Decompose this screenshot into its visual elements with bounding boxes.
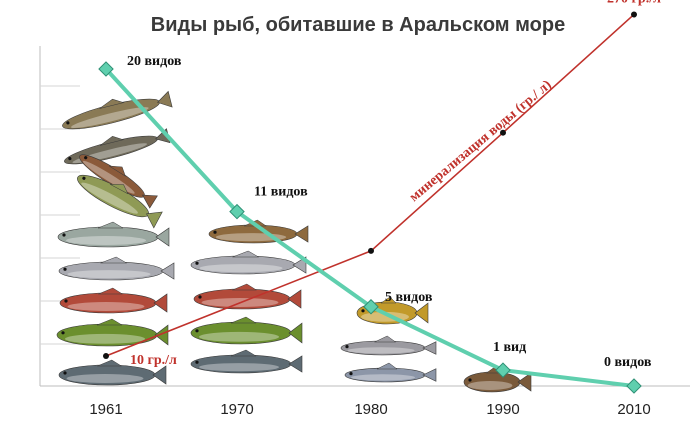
mineralization-marker — [631, 11, 637, 18]
catfish-icon — [79, 154, 158, 209]
x-tick-label: 1980 — [354, 401, 387, 418]
perch-icon — [58, 359, 167, 386]
chart-title: Виды рыб, обитавшие в Аральском море — [151, 14, 565, 36]
zander-icon — [340, 335, 437, 356]
roach-icon — [190, 250, 307, 275]
series-lines — [104, 13, 635, 388]
whitefish-icon — [57, 221, 170, 248]
species-data-label: 1 вид — [493, 340, 526, 355]
mineralization-marker — [500, 129, 506, 136]
x-tick-label: 2010 — [617, 401, 650, 418]
bream-icon — [56, 318, 169, 347]
species-marker — [363, 298, 379, 315]
x-tick-label: 1961 — [89, 401, 122, 418]
species-data-label: 0 видов — [604, 355, 652, 370]
species-marker — [495, 362, 511, 378]
x-tick-label: 1990 — [486, 401, 519, 418]
mineralization-data-label: 270 гр./л — [607, 0, 661, 6]
species-marker — [229, 203, 245, 220]
herring-icon — [344, 362, 437, 383]
species-data-label: 11 видов — [254, 185, 308, 200]
bream-icon — [190, 316, 303, 345]
pike-icon — [77, 174, 163, 229]
grid-lines — [39, 46, 690, 387]
roach-icon — [58, 256, 175, 281]
species-marker — [626, 378, 642, 394]
x-tick-label: 1970 — [220, 401, 253, 418]
mineralization-line — [105, 13, 635, 357]
redfin-icon — [59, 287, 168, 314]
x-axis-ticks: 1961 1970 1980 1990 2010 — [89, 401, 650, 418]
flounder-icon — [463, 366, 532, 393]
fish-illustrations — [56, 90, 532, 393]
species-line — [104, 67, 635, 388]
snakehead-icon — [208, 219, 309, 244]
mineralization-marker — [103, 353, 109, 359]
species-marker — [98, 61, 114, 77]
mineralization-marker — [368, 247, 374, 254]
species-data-label: 5 видов — [385, 290, 433, 305]
series-markers — [98, 11, 642, 394]
perch-icon — [190, 349, 303, 374]
sturgeon-icon — [64, 128, 171, 165]
sturgeon-icon — [62, 90, 173, 130]
mineralization-series-label: минерализация воды (гр./ л) — [407, 77, 555, 205]
species-data-label: 20 видов — [127, 54, 182, 69]
redfin-icon — [193, 283, 302, 310]
mineralization-data-label: 10 гр./л — [130, 353, 177, 368]
